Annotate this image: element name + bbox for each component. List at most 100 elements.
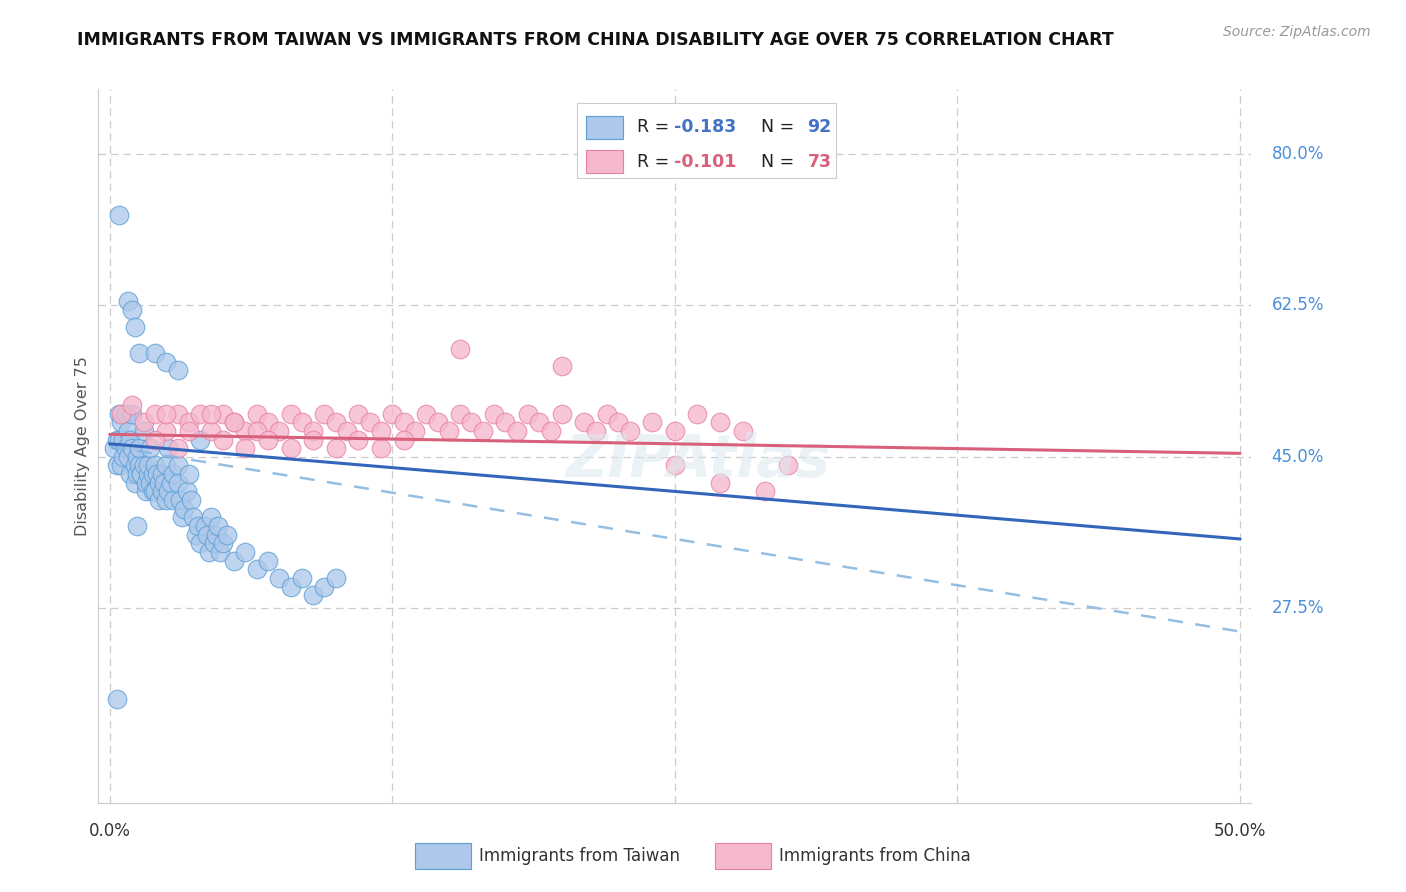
Point: [128, 458, 150, 473]
Point: [381, 407, 404, 421]
Point: [325, 571, 347, 585]
Point: [188, 433, 211, 447]
Point: [112, 433, 135, 447]
Point: [143, 407, 166, 421]
Point: [202, 536, 225, 550]
Point: [540, 424, 562, 438]
Point: [150, 467, 173, 482]
FancyBboxPatch shape: [716, 844, 770, 869]
Point: [125, 467, 148, 482]
Point: [105, 458, 128, 473]
Point: [200, 407, 222, 421]
Point: [107, 407, 129, 421]
Point: [619, 424, 641, 438]
Point: [114, 441, 136, 455]
Point: [198, 545, 221, 559]
Point: [392, 433, 415, 447]
Point: [392, 415, 415, 429]
Point: [166, 363, 188, 377]
FancyBboxPatch shape: [586, 116, 623, 139]
Point: [124, 475, 146, 490]
Point: [166, 407, 188, 421]
Text: 73: 73: [807, 153, 831, 171]
Point: [139, 475, 162, 490]
Point: [585, 424, 607, 438]
Point: [143, 484, 166, 499]
Point: [132, 415, 155, 429]
FancyBboxPatch shape: [416, 844, 471, 869]
Point: [188, 536, 211, 550]
Point: [117, 424, 139, 438]
Point: [143, 346, 166, 360]
Point: [641, 415, 664, 429]
Text: R =: R =: [637, 153, 675, 171]
Point: [128, 346, 150, 360]
Point: [105, 433, 128, 447]
Point: [776, 458, 799, 473]
Point: [291, 415, 314, 429]
Point: [200, 510, 222, 524]
Point: [280, 407, 302, 421]
Point: [347, 407, 370, 421]
Point: [176, 484, 198, 499]
Point: [257, 433, 280, 447]
Text: -0.101: -0.101: [673, 153, 737, 171]
Point: [173, 501, 195, 516]
Point: [124, 458, 146, 473]
Point: [166, 475, 188, 490]
Point: [235, 424, 257, 438]
Point: [125, 450, 148, 464]
Point: [150, 484, 173, 499]
Point: [235, 441, 257, 455]
Point: [121, 302, 143, 317]
Point: [596, 407, 619, 421]
Point: [207, 519, 229, 533]
Point: [110, 458, 132, 473]
Point: [112, 450, 135, 464]
Point: [155, 493, 177, 508]
Point: [162, 493, 184, 508]
Text: 92: 92: [807, 119, 832, 136]
Point: [188, 407, 211, 421]
Point: [107, 433, 129, 447]
Point: [505, 424, 527, 438]
Point: [170, 510, 193, 524]
Point: [177, 415, 200, 429]
Point: [117, 294, 139, 309]
Point: [211, 407, 233, 421]
Point: [184, 527, 207, 541]
Point: [731, 424, 754, 438]
Point: [664, 424, 686, 438]
Text: R =: R =: [637, 119, 675, 136]
Point: [574, 415, 596, 429]
Point: [143, 458, 166, 473]
Point: [222, 415, 245, 429]
Point: [131, 467, 153, 482]
Point: [347, 433, 370, 447]
Point: [120, 433, 142, 447]
FancyBboxPatch shape: [576, 103, 837, 178]
Point: [124, 320, 146, 334]
Point: [177, 424, 200, 438]
Point: [131, 467, 153, 482]
Point: [269, 571, 291, 585]
Point: [155, 354, 177, 368]
Point: [449, 407, 471, 421]
Point: [155, 458, 177, 473]
Point: [183, 510, 205, 524]
Point: [325, 441, 347, 455]
Point: [209, 545, 232, 559]
Point: [103, 441, 125, 455]
Point: [110, 407, 132, 421]
Point: [280, 441, 302, 455]
Point: [471, 424, 494, 438]
Point: [121, 407, 143, 421]
Point: [257, 553, 280, 567]
Point: [222, 553, 245, 567]
Text: N =: N =: [749, 153, 800, 171]
Point: [664, 458, 686, 473]
Point: [482, 407, 505, 421]
Point: [302, 588, 325, 602]
Point: [166, 441, 188, 455]
Point: [166, 458, 188, 473]
